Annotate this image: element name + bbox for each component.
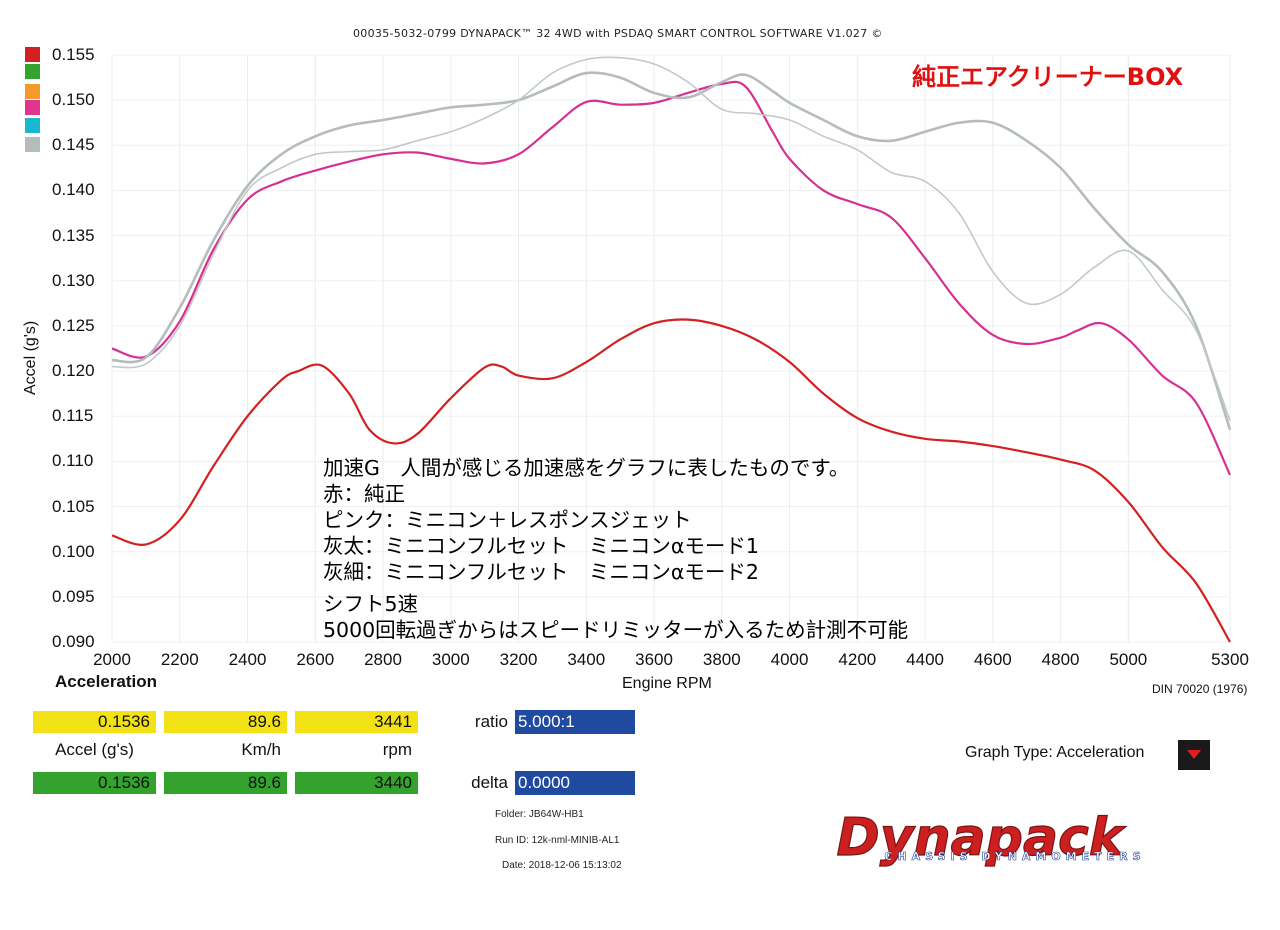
ratio-label: ratio <box>474 712 508 731</box>
rpm-readout-1: 3441 <box>295 711 418 733</box>
legend-swatch-green <box>25 64 40 79</box>
date-info: Date: 2018-12-06 15:13:02 <box>502 860 622 871</box>
x-tick-label: 3400 <box>567 650 606 669</box>
kmh-readout-1: 89.6 <box>164 711 287 733</box>
y-tick-label: 0.120 <box>52 361 95 381</box>
dynapack-logo: Dynapack CHASSIS DYNAMOMETERS <box>836 807 1145 868</box>
accel-readout-2: 0.1536 <box>33 772 156 794</box>
legend-swatch-cyan <box>25 118 40 133</box>
series-line-1 <box>111 80 1231 476</box>
y-tick-label: 0.155 <box>52 45 95 64</box>
run-id-info: Run ID: 12k-nml-MINIB-AL1 <box>495 835 620 846</box>
y-axis-label: Accel (g's) <box>22 320 39 395</box>
accel-readout-1: 0.1536 <box>33 711 156 733</box>
note-line: 赤：純正 <box>323 482 405 506</box>
x-tick-label: 2400 <box>228 650 267 669</box>
y-tick-label: 0.110 <box>52 451 94 471</box>
ratio-value: 5.000:1 <box>515 710 635 734</box>
din-standard: DIN 70020 (1976) <box>1152 682 1248 696</box>
delta-label: delta <box>471 773 508 792</box>
acceleration-section-label: Acceleration <box>55 672 158 691</box>
y-tick-label: 0.145 <box>52 135 95 155</box>
x-tick-label: 4400 <box>906 650 944 669</box>
legend-swatch-orange <box>25 84 40 99</box>
y-tick-label: 0.130 <box>52 270 95 290</box>
software-header: 00035-5032-0799 DYNAPACK™ 32 4WD with PS… <box>353 27 883 40</box>
delta-value: 0.0000 <box>515 771 635 795</box>
x-tick-label: 5300 <box>1211 650 1249 669</box>
x-tick-label: 2200 <box>160 650 199 669</box>
series-line-2 <box>111 71 1232 431</box>
x-tick-label: 4200 <box>838 650 877 669</box>
y-tick-label: 0.150 <box>52 90 95 110</box>
y-tick-label: 0.100 <box>52 541 95 561</box>
note-line: 灰細：ミニコンフルセット ミニコンαモード2 <box>323 560 759 584</box>
note-line: シフト5速 <box>323 592 419 616</box>
dropdown-arrow-icon <box>1187 750 1201 759</box>
logo-sub-text: CHASSIS DYNAMOMETERS <box>884 850 1145 863</box>
note-line: 加速G 人間が感じる加速感をグラフに表したものです。 <box>323 456 850 480</box>
legend-swatch-gray <box>25 137 40 152</box>
x-tick-label: 3800 <box>702 650 741 669</box>
series-line-3 <box>111 56 1231 422</box>
legend-swatch-red <box>25 47 40 62</box>
x-tick-label: 4000 <box>770 650 809 669</box>
rpm-readout-2: 3440 <box>295 772 418 794</box>
x-axis-label: Engine RPM <box>622 675 712 692</box>
chart-series-lines <box>111 56 1232 643</box>
y-tick-label: 0.135 <box>52 225 95 245</box>
x-tick-label: 5000 <box>1109 650 1148 669</box>
y-tick-label: 0.125 <box>52 315 95 335</box>
folder-info: Folder: JB64W-HB1 <box>495 809 584 820</box>
legend-swatch-pink <box>25 100 40 115</box>
note-line: ピンク：ミニコン＋レスポンスジェット <box>323 508 692 532</box>
accel-unit-label: Accel (g's) <box>55 740 134 759</box>
y-tick-label: 0.095 <box>52 586 95 606</box>
kmh-unit-label: Km/h <box>241 740 281 759</box>
x-tick-label: 3200 <box>499 650 538 669</box>
x-tick-label: 4600 <box>973 650 1012 669</box>
x-tick-label: 2000 <box>93 650 131 669</box>
series-line-0 <box>111 318 1231 643</box>
y-tick-label: 0.115 <box>52 406 94 426</box>
rpm-unit-label: rpm <box>382 740 412 759</box>
annotation-notes: 加速G 人間が感じる加速感をグラフに表したものです。 赤：純正 ピンク：ミニコン… <box>323 455 908 643</box>
x-tick-label: 2600 <box>296 650 335 669</box>
chart-grid <box>111 54 1231 643</box>
x-tick-label: 3000 <box>431 650 470 669</box>
note-line: 5000回転過ぎからはスピードリミッターが入るため計測不可能 <box>323 618 909 642</box>
x-tick-label: 3600 <box>635 650 673 669</box>
logo-main-text: Dynapack <box>837 808 1127 868</box>
box-title: 純正エアクリーナーBOX <box>912 63 1184 91</box>
note-line: 灰太：ミニコンフルセット ミニコンαモード1 <box>323 534 759 558</box>
graph-type-label: Graph Type: Acceleration <box>965 744 1145 761</box>
kmh-readout-2: 89.6 <box>164 772 287 794</box>
x-tick-label: 4800 <box>1041 650 1080 669</box>
x-tick-label: 2800 <box>364 650 402 669</box>
graph-type-dropdown-button[interactable] <box>1178 740 1210 770</box>
y-tick-label: 0.090 <box>52 632 95 651</box>
y-tick-label: 0.105 <box>52 496 95 516</box>
y-tick-label: 0.140 <box>52 180 95 200</box>
